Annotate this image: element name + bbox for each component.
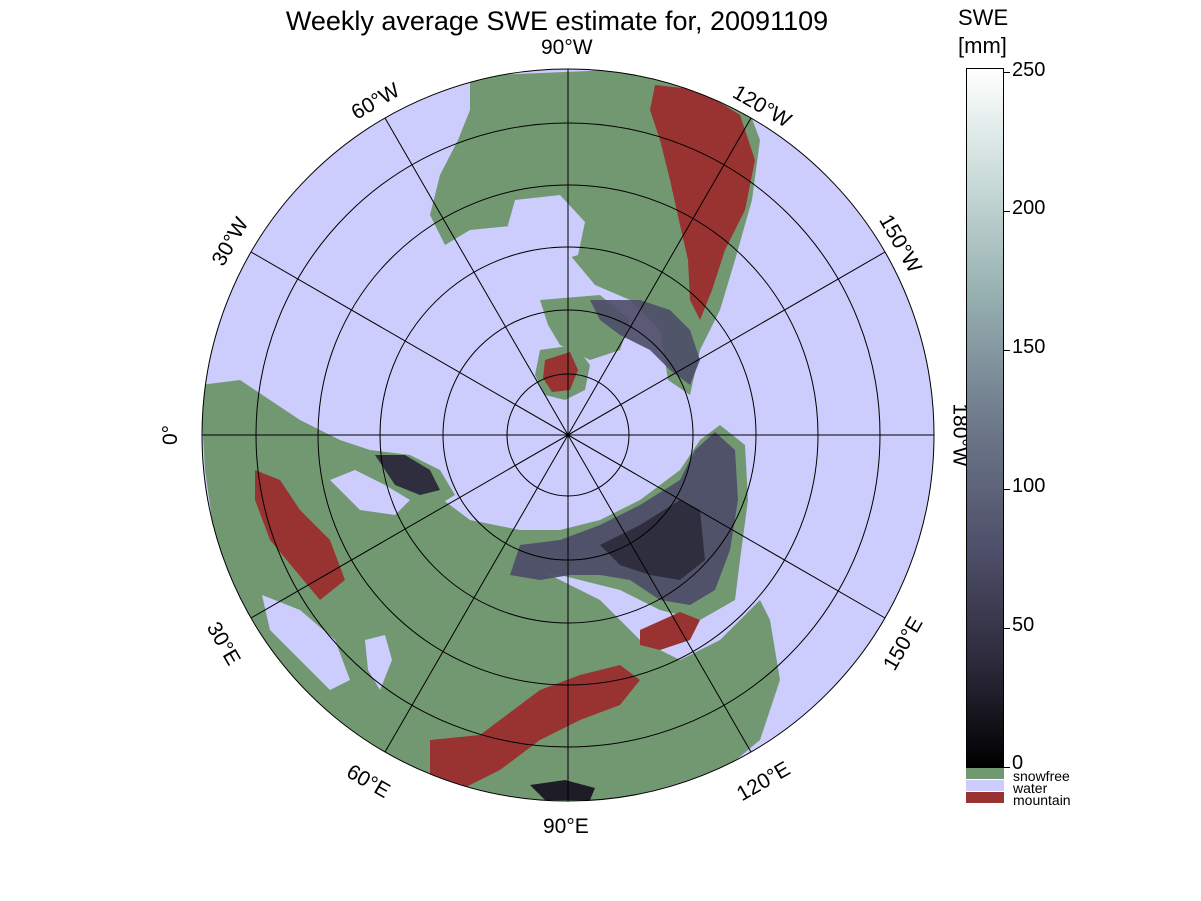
scandinavia-snow — [375, 455, 440, 495]
baltic-sea — [330, 470, 410, 515]
legend-label-mountain: mountain — [1013, 792, 1071, 808]
map-title: Weekly average SWE estimate for, 2009110… — [285, 6, 829, 36]
colorbar-tick-label: 150 — [1012, 336, 1046, 358]
colorbar-tick-label: 250 — [1012, 59, 1046, 81]
east-siberian-mountains — [640, 612, 700, 650]
alps-caucasus — [255, 470, 345, 600]
legend-swatch-water — [966, 780, 1004, 791]
siberia-deep-snow — [600, 500, 705, 580]
colorbar-title-line1: SWE — [958, 5, 1009, 30]
meridian-line — [384, 117, 752, 753]
lon-label-90w: 90°W — [541, 36, 593, 59]
swe-colorbar — [966, 68, 1004, 768]
colorbar-tick-label: 100 — [1012, 475, 1046, 497]
colorbar-title-line2: [mm] — [958, 33, 1007, 58]
siberia-snow-south — [530, 780, 595, 800]
greenland-mountains — [543, 352, 578, 392]
colorbar-tick-label: 50 — [1012, 614, 1035, 636]
colorbar-tick — [1004, 350, 1010, 351]
mediterranean — [262, 595, 350, 690]
colorbar-title: SWE [mm] — [958, 4, 1008, 60]
lon-label-90e: 90°E — [543, 815, 589, 838]
colorbar-tick-label: 0 — [1012, 752, 1024, 774]
legend-swatch-mountain — [966, 792, 1004, 803]
colorbar-tick — [1004, 767, 1010, 768]
legend-label-water: water — [1013, 780, 1048, 796]
colorbar-tick — [1004, 489, 1010, 490]
colorbar-tick — [1004, 211, 1010, 212]
colorbar-tick-label: 200 — [1012, 197, 1046, 219]
canada-snow-cover — [590, 300, 700, 385]
legend-swatch-snowfree — [966, 768, 1004, 779]
colorbar-tick — [1004, 628, 1010, 629]
legend-label-snowfree: snowfree — [1013, 768, 1070, 784]
lon-label-0: 0° — [159, 424, 183, 446]
colorbar-tick — [1004, 72, 1010, 73]
caspian-sea — [365, 635, 392, 690]
tibetan-plateau — [430, 665, 640, 790]
